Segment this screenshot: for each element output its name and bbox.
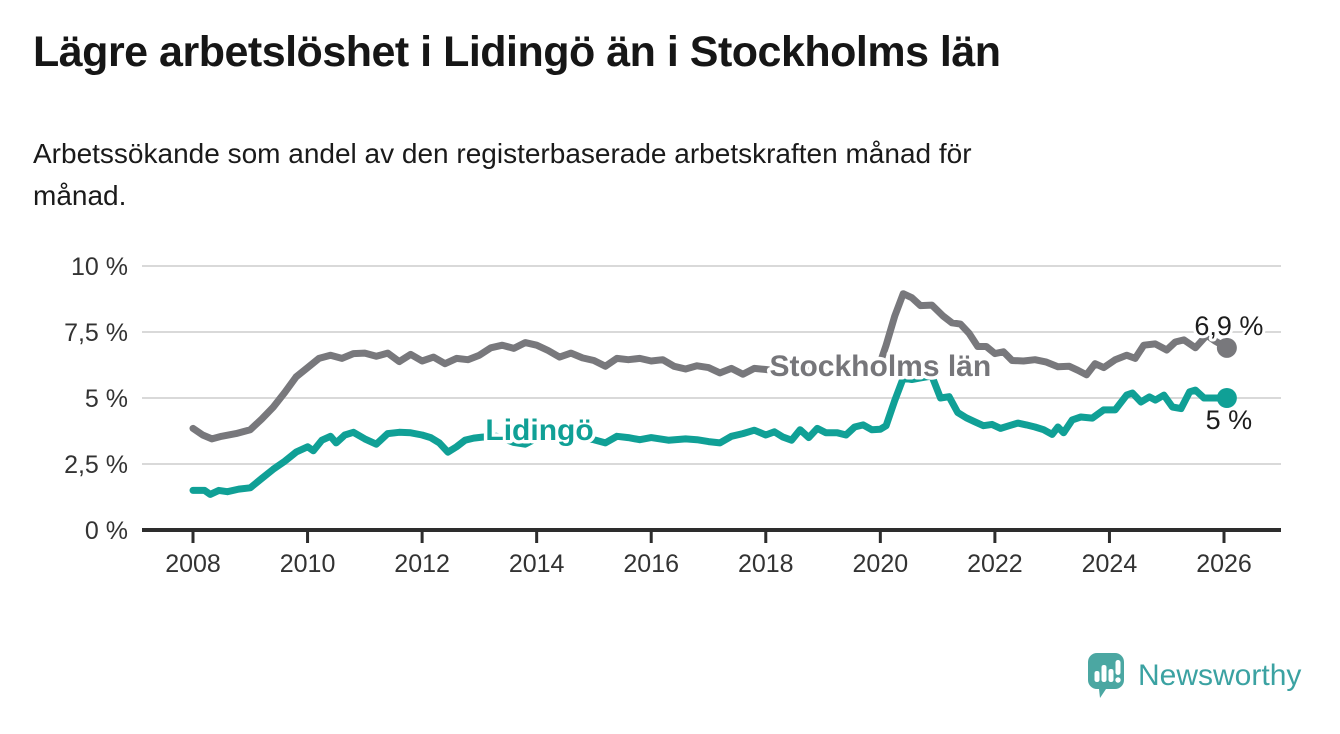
- y-axis-label: 10 %: [71, 253, 128, 281]
- x-axis-label: 2024: [1082, 550, 1138, 578]
- logo-bar-icon: [1094, 671, 1100, 682]
- logo-bar-icon: [1108, 669, 1114, 682]
- logo-bar-icon: [1101, 665, 1107, 682]
- series-end-value-stockholms-l-n: 6,9 %: [1194, 311, 1263, 341]
- y-axis-label: 7,5 %: [64, 319, 128, 347]
- x-axis-label: 2026: [1196, 550, 1252, 578]
- x-axis-label: 2010: [280, 550, 336, 578]
- logo-exclamation-dot-icon: [1115, 677, 1121, 683]
- chart-title: Lägre arbetslöshet i Lidingö än i Stockh…: [33, 28, 1001, 76]
- series-end-value-liding: 5 %: [1206, 405, 1253, 435]
- x-axis-label: 2012: [394, 550, 450, 578]
- chart-subtitle-line1: Arbetssökande som andel av den registerb…: [33, 138, 972, 169]
- y-axis-label: 2,5 %: [64, 451, 128, 479]
- unemployment-line-chart: 0 % 2,5 % 5 % 7,5 % 10 % 2008 2010 2012 2014 2016…: [64, 253, 1281, 578]
- x-axis-label: 2020: [853, 550, 909, 578]
- series-end-dot-liding: [1216, 388, 1237, 408]
- chart-area: 0 % 2,5 % 5 % 7,5 % 10 % 2008 2010 2012 2014 2016…: [0, 240, 1340, 600]
- x-axis-label: 2016: [623, 550, 679, 578]
- x-axis-label: 2014: [509, 550, 565, 578]
- chart-subtitle: Arbetssökande som andel av den registerb…: [33, 133, 972, 217]
- brand-logo: Newsworthy: [1086, 651, 1301, 701]
- y-axis-label: 0 %: [85, 517, 128, 545]
- series-label-stockholms-l-n: Stockholms län: [769, 350, 991, 383]
- x-axis-label: 2008: [165, 550, 221, 578]
- logo-exclamation-icon: [1115, 660, 1121, 675]
- x-axis-label: 2018: [738, 550, 794, 578]
- series-line-stockholms-l-n: [189, 290, 1231, 443]
- x-axis-label: 2022: [967, 550, 1023, 578]
- y-axis-label: 5 %: [85, 385, 128, 413]
- brand-name: Newsworthy: [1138, 659, 1302, 692]
- newsworthy-logo-icon: [1088, 653, 1124, 698]
- chart-subtitle-line2: månad.: [33, 180, 127, 211]
- series-line-liding: [189, 372, 1231, 498]
- series-label-liding: Lidingö: [485, 414, 593, 447]
- series-end-dot-stockholms-l-n: [1216, 337, 1237, 358]
